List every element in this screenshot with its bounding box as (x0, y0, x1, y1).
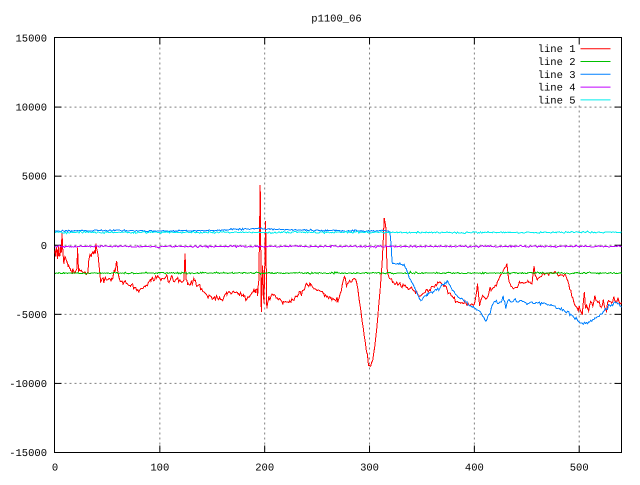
svg-text:p1100_06: p1100_06 (311, 14, 361, 26)
svg-text:line 3: line 3 (538, 70, 576, 82)
svg-text:400: 400 (465, 463, 484, 475)
svg-text:0: 0 (41, 241, 47, 253)
svg-text:-15000: -15000 (9, 448, 47, 460)
svg-text:line 2: line 2 (538, 57, 576, 69)
svg-text:200: 200 (255, 463, 274, 475)
svg-text:-10000: -10000 (9, 379, 47, 391)
svg-text:line 1: line 1 (538, 44, 576, 56)
svg-text:15000: 15000 (15, 34, 47, 46)
svg-text:10000: 10000 (15, 103, 47, 115)
svg-text:line 5: line 5 (538, 95, 576, 107)
svg-text:-5000: -5000 (15, 310, 47, 322)
svg-text:500: 500 (570, 463, 589, 475)
svg-text:100: 100 (150, 463, 169, 475)
svg-text:line 4: line 4 (538, 83, 576, 95)
svg-text:5000: 5000 (22, 172, 47, 184)
svg-text:0: 0 (52, 463, 58, 475)
svg-text:300: 300 (360, 463, 379, 475)
